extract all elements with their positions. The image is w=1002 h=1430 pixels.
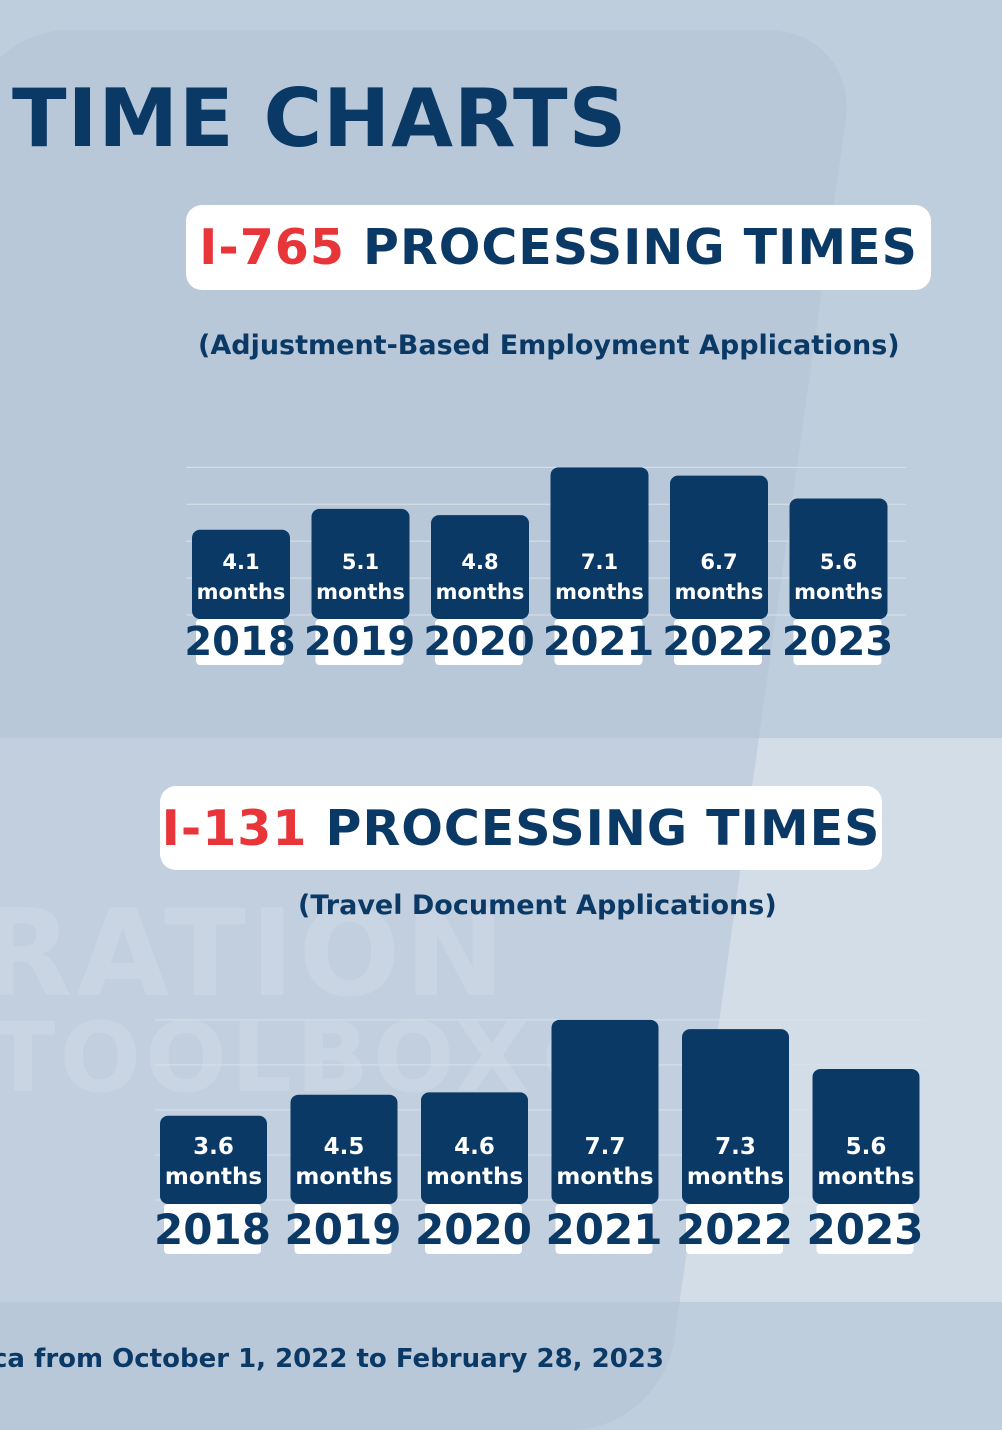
unit-label: months — [687, 1164, 784, 1190]
year-label-background — [294, 1204, 392, 1254]
year-label: 2023 — [807, 1205, 924, 1254]
i765-form-number: I-765 — [199, 219, 345, 276]
bar-2021 — [551, 1019, 659, 1204]
year-label-background — [816, 1204, 914, 1254]
year-label: 2021 — [543, 619, 654, 665]
bar-2022 — [682, 1029, 789, 1204]
value-label: 3.6 — [193, 1134, 234, 1160]
value-label: 7.7 — [585, 1134, 626, 1160]
value-label: 4.5 — [324, 1134, 365, 1160]
year-label: 2018 — [155, 1205, 271, 1254]
i765-subtitle: (Adjustment-Based Employment Application… — [198, 330, 900, 361]
year-label-background — [686, 1204, 783, 1254]
unit-label: months — [556, 1164, 653, 1190]
value-label: 5.1 — [342, 550, 379, 574]
value-label: 5.6 — [846, 1134, 887, 1160]
i131-bar-chart: 3.6 months 2018 4.5 months 2019 4.6 months 2020 7… — [155, 1019, 925, 1254]
unit-label: months — [794, 580, 883, 604]
value-label: 7.1 — [581, 550, 618, 574]
unit-label: months — [817, 1164, 914, 1190]
bar-2022 — [670, 475, 768, 619]
year-label-background — [555, 1204, 653, 1254]
year-label: 2019 — [304, 619, 415, 665]
i131-form-number: I-131 — [161, 799, 308, 857]
value-label: 7.3 — [715, 1134, 756, 1160]
year-label: 2019 — [285, 1205, 402, 1254]
value-label: 4.6 — [454, 1134, 495, 1160]
i765-chart-title: I-765 PROCESSING TIMES — [186, 205, 931, 290]
year-label: 2021 — [546, 1205, 663, 1254]
unit-label: months — [436, 580, 525, 604]
year-label-background — [425, 1204, 522, 1254]
unit-label: months — [197, 580, 286, 604]
unit-label: months — [295, 1164, 392, 1190]
bar-2020 — [431, 515, 529, 619]
unit-label: months — [165, 1164, 262, 1190]
value-label: 4.1 — [222, 550, 259, 574]
i131-heading: PROCESSING TIMES — [325, 799, 881, 857]
i131-chart-title: I-131 PROCESSING TIMES — [160, 786, 882, 870]
bar-2020 — [421, 1092, 528, 1204]
year-label: 2018 — [186, 619, 296, 665]
unit-label: months — [675, 580, 764, 604]
unit-label: months — [316, 580, 405, 604]
year-label-background — [554, 619, 643, 665]
year-label: 2022 — [662, 619, 773, 665]
year-label: 2022 — [676, 1205, 793, 1254]
watermark-line-2: TOOLBOX® — [0, 1002, 634, 1114]
value-label: 6.7 — [700, 550, 737, 574]
bar-2021 — [550, 467, 649, 619]
watermark-line-1: RATION — [0, 885, 509, 1024]
year-label: 2020 — [423, 619, 534, 665]
page-title: TIME CHARTS — [12, 72, 628, 165]
bar-2023 — [789, 498, 888, 619]
year-label-background — [315, 619, 404, 665]
i131-subtitle: (Travel Document Applications) — [298, 890, 777, 921]
value-label: 4.8 — [461, 550, 498, 574]
year-label-background — [674, 619, 762, 665]
year-label-background — [196, 619, 284, 665]
unit-label: months — [555, 580, 644, 604]
year-label-background — [164, 1204, 261, 1254]
year-label-background — [435, 619, 523, 665]
unit-label: months — [426, 1164, 523, 1190]
bar-2019 — [311, 508, 410, 619]
i765-bar-chart: 4.1 months 2018 5.1 months 2019 4.8 months 2020 7… — [186, 466, 906, 665]
year-label: 2023 — [782, 619, 893, 665]
bar-2023 — [812, 1068, 920, 1204]
year-label-background — [793, 619, 882, 665]
value-label: 5.6 — [820, 550, 857, 574]
bar-2019 — [290, 1094, 398, 1204]
bar-2018 — [160, 1115, 267, 1204]
i765-heading: PROCESSING TIMES — [363, 219, 918, 276]
bar-2018 — [192, 529, 290, 619]
year-label: 2020 — [415, 1205, 532, 1254]
footer-note: ca from October 1, 2022 to February 28, … — [0, 1344, 664, 1374]
